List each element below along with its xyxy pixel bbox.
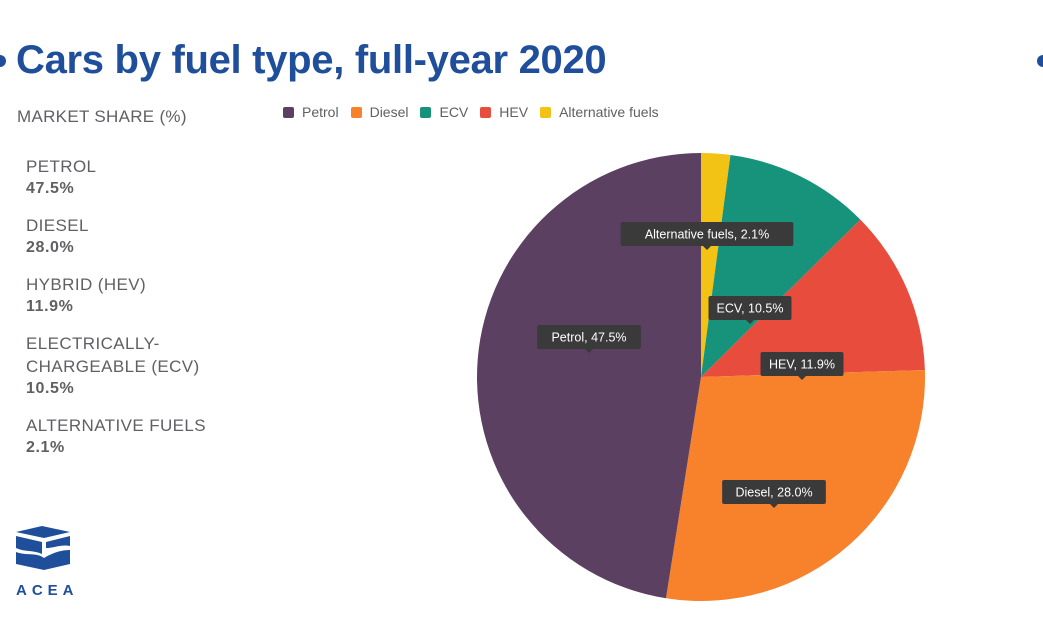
legend-swatch	[540, 106, 552, 118]
pie-data-label: ECV, 10.5%	[708, 296, 792, 324]
pie-data-label: Diesel, 28.0%	[722, 480, 826, 508]
pie-slice-petrol	[476, 153, 701, 599]
pie-data-label-pointer	[703, 246, 711, 250]
legend-item: Petrol	[283, 104, 339, 120]
pie-data-label-pointer	[746, 320, 754, 324]
legend-item: Alternative fuels	[540, 104, 659, 120]
pie-data-label-text: ECV, 10.5%	[717, 302, 784, 316]
pie-data-label-box	[722, 480, 826, 504]
pie-slice-hev	[701, 219, 925, 377]
share-name: PETROL	[26, 157, 97, 176]
chart-legend: Petrol Diesel ECV HEV Alternative fuels	[283, 104, 671, 120]
legend-label: Alternative fuels	[559, 104, 659, 120]
share-name: DIESEL	[26, 216, 89, 235]
share-item-ecv: ELECTRICALLY-CHARGEABLE (ECV) 10.5%	[26, 332, 246, 400]
pie-data-label: Petrol, 47.5%	[537, 325, 641, 353]
share-name: HYBRID (HEV)	[26, 275, 147, 294]
legend-item: ECV	[420, 104, 468, 120]
share-value: 10.5%	[26, 380, 75, 397]
pie-data-label-text: Petrol, 47.5%	[551, 331, 626, 345]
title-accent-dot-left	[0, 55, 6, 67]
legend-label: ECV	[439, 104, 469, 120]
legend-label: Petrol	[302, 104, 339, 120]
legend-swatch	[480, 106, 492, 118]
share-item-petrol: PETROL 47.5%	[26, 155, 246, 200]
legend-label: Diesel	[369, 104, 409, 120]
pie-data-label-text: Alternative fuels, 2.1%	[645, 228, 769, 242]
legend-swatch	[420, 106, 432, 118]
share-value: 2.1%	[26, 439, 65, 456]
pie-data-label-pointer	[798, 376, 806, 380]
share-name: ALTERNATIVE FUELS	[26, 416, 206, 435]
chart-subtitle: MARKET SHARE (%)	[17, 107, 187, 126]
pie-data-label: Alternative fuels, 2.1%	[620, 222, 794, 250]
market-share-list: PETROL 47.5% DIESEL 28.0% HYBRID (HEV) 1…	[26, 155, 246, 473]
pie-slice-ecv	[701, 154, 861, 377]
legend-item: HEV	[480, 104, 528, 120]
pie-data-label-pointer	[770, 504, 778, 508]
pie-data-label-box	[760, 352, 844, 376]
legend-label: HEV	[499, 104, 529, 120]
share-item-diesel: DIESEL 28.0%	[26, 214, 246, 259]
share-value: 47.5%	[26, 180, 75, 197]
logo-text: ACEA	[16, 582, 79, 599]
pie-slice-alternative-fuels	[701, 153, 731, 377]
legend-item: Diesel	[350, 104, 409, 120]
share-name: ELECTRICALLY-CHARGEABLE (ECV)	[26, 334, 200, 376]
title-accent-dot-right	[1037, 55, 1043, 67]
pie-data-label-pointer	[585, 349, 593, 353]
legend-swatch	[350, 106, 362, 118]
pie-data-label: HEV, 11.9%	[760, 352, 844, 380]
pie-data-label-text: Diesel, 28.0%	[735, 486, 812, 500]
pie-data-label-box	[537, 325, 641, 349]
share-item-alternative: ALTERNATIVE FUELS 2.1%	[26, 414, 246, 459]
chart-title: Cars by fuel type, full-year 2020	[16, 38, 607, 82]
share-item-hev: HYBRID (HEV) 11.9%	[26, 273, 246, 318]
pie-data-label-box	[620, 222, 794, 246]
pie-data-label-text: HEV, 11.9%	[769, 358, 835, 372]
share-value: 11.9%	[26, 298, 74, 315]
share-value: 28.0%	[26, 239, 75, 256]
acea-logo-icon	[16, 526, 70, 570]
legend-swatch	[283, 106, 294, 118]
pie-data-label-box	[708, 296, 792, 320]
